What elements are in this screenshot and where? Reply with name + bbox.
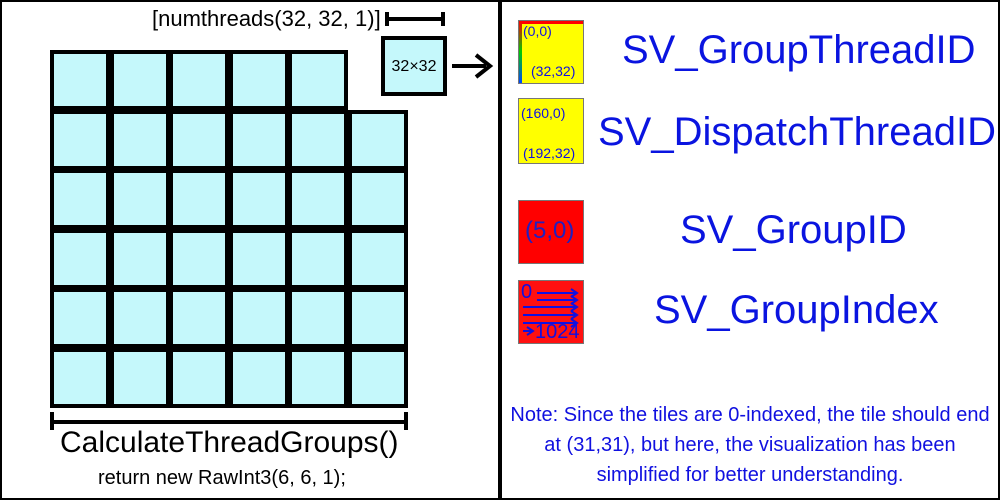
grid-tile [228,169,289,229]
grid-tile [50,288,110,348]
single-tile-label: 32×32 [391,58,437,75]
grid-tile [50,347,110,408]
grid-tile [50,169,110,229]
sv-dispatch-thread-id-label: SV_DispatchThreadID [598,110,996,154]
grid-tile [169,288,229,348]
grid-tile [228,347,289,408]
dispatch-thread-id-end: (192,32) [523,145,576,161]
grid-tile [347,347,408,408]
grid-tile [169,169,229,229]
right-arrow-icon [452,53,494,79]
grid-tile [347,288,408,348]
swatch-top-edge [519,21,583,24]
swatch-left-edge [519,21,522,83]
group-index-start: 0 [521,281,533,303]
sv-group-index-label: SV_GroupIndex [654,288,939,332]
group-thread-id-swatch: (0,0) (32,32) [518,20,584,84]
grid-tile [169,50,229,110]
grid-tile [109,288,170,348]
group-index-arrows-icon [523,288,579,336]
group-index-end: 1024 [535,321,580,343]
single-tile: 32×32 [381,36,447,96]
dispatch-thread-id-swatch: (160,0) (192,32) [518,98,584,164]
grid-tile [50,50,110,110]
grid-tile [228,228,289,289]
grid-tile [347,109,408,170]
grid-tile [288,50,348,110]
grid-tile [347,228,408,289]
grid-tile [288,169,348,229]
grid-tile [347,169,408,229]
return-statement-label: return new RawInt3(6, 6, 1); [98,467,346,489]
grid-tile [228,109,289,170]
note-text: Note: Since the tiles are 0-indexed, the… [510,404,990,486]
grid-tile [109,228,170,289]
group-index-swatch: 0 1024 [518,280,584,344]
grid-width-ruler [50,410,408,430]
sv-group-id-label: SV_GroupID [680,208,907,252]
group-id-value: (5,0) [525,217,575,244]
grid-tile [109,347,170,408]
tile-width-ruler [385,12,445,26]
grid-tile [50,109,110,170]
numthreads-label: [numthreads(32, 32, 1)] [152,6,381,31]
grid-tile [288,347,348,408]
grid-tile [109,169,170,229]
grid-tile [109,50,170,110]
group-id-swatch: (5,0) [518,200,584,264]
group-thread-id-start: (0,0) [523,23,552,39]
calculate-thread-groups-label: CalculateThreadGroups() [60,426,399,459]
sv-group-thread-id-label: SV_GroupThreadID [622,28,976,72]
grid-tile [228,50,289,110]
grid-tile [288,288,348,348]
grid-tile [109,109,170,170]
grid-tile [50,228,110,289]
grid-tile [169,109,229,170]
grid-tile [288,228,348,289]
grid-tile [288,109,348,170]
dispatch-thread-id-start: (160,0) [521,105,566,121]
grid-tile [228,288,289,348]
panel-divider [498,0,502,500]
grid-tile [169,228,229,289]
thread-group-grid [50,50,410,412]
group-thread-id-end: (32,32) [531,63,576,79]
grid-tile [169,347,229,408]
